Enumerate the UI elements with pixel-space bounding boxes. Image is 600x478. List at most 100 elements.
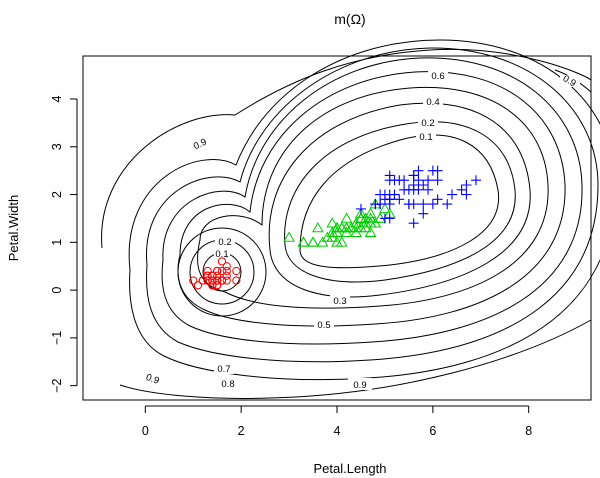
- x-axis-label: Petal.Length: [313, 461, 386, 476]
- contour-label: 0.6: [431, 71, 444, 82]
- point-plus: [423, 184, 434, 195]
- y-tick-label: 3: [50, 143, 64, 150]
- point-plus: [423, 175, 434, 186]
- contour-small-03: [177, 227, 267, 317]
- point-triangle: [340, 212, 353, 223]
- contour-label: 0.5: [317, 320, 330, 331]
- point-circle: [222, 262, 231, 271]
- contour-label: 0.3: [333, 296, 346, 307]
- x-tick-label: 2: [238, 424, 245, 438]
- point-plus: [399, 175, 410, 186]
- y-tick-label: −1: [50, 331, 64, 345]
- point-plus: [432, 165, 443, 176]
- point-plus: [432, 175, 443, 186]
- point-triangle: [297, 236, 310, 247]
- point-plus: [384, 199, 395, 210]
- y-tick-label: 2: [50, 191, 64, 198]
- point-circle: [213, 281, 222, 290]
- point-circle: [208, 276, 217, 285]
- y-tick-label: 0: [50, 287, 64, 294]
- contour-combined-03: [197, 86, 549, 309]
- point-circle: [222, 276, 231, 285]
- point-circle: [203, 271, 212, 280]
- point-circle: [189, 276, 198, 285]
- point-triangle: [379, 202, 391, 214]
- x-tick-label: 8: [525, 424, 532, 438]
- point-plus: [442, 199, 453, 210]
- point-circle: [232, 266, 241, 276]
- y-axis: −2 −1 0 1 2 3 4: [50, 95, 78, 393]
- point-plus: [408, 170, 419, 181]
- contour-combined-06: [146, 47, 599, 363]
- point-circle: [217, 276, 227, 285]
- point-triangle: [307, 236, 319, 247]
- point-plus: [384, 213, 395, 224]
- point-plus: [470, 175, 481, 186]
- point-plus: [427, 199, 438, 210]
- point-circle: [213, 271, 222, 280]
- y-tick-label: 4: [50, 95, 64, 102]
- point-circle: [203, 276, 212, 285]
- point-plus: [432, 194, 443, 205]
- point-circle: [203, 266, 212, 276]
- y-axis-label: Petal.Width: [6, 195, 21, 261]
- contour-right-02: [284, 121, 516, 283]
- contour-combined-07: [128, 39, 600, 381]
- point-triangle: [335, 221, 348, 233]
- point-plus: [413, 165, 424, 176]
- point-circle: [193, 281, 203, 290]
- contour-labels: 0.6 0.4 0.2 0.1 0.9 0.9 0.2 0.1 0.3 0.5 …: [143, 69, 580, 391]
- x-tick-label: 4: [334, 424, 341, 438]
- contour-label: 0.2: [218, 237, 231, 248]
- plot-frame: [82, 55, 592, 401]
- contour-combined-04: [177, 71, 566, 327]
- contour-label: 0.1: [215, 249, 228, 260]
- point-circle: [198, 276, 207, 285]
- point-plus: [403, 199, 414, 210]
- x-axis: 0 2 4 6 8: [142, 405, 532, 438]
- x-tick-label: 0: [142, 424, 149, 438]
- point-triangle: [311, 221, 324, 233]
- point-triangle: [355, 207, 367, 218]
- point-circle: [222, 271, 231, 280]
- contour-label: 0.7: [217, 364, 230, 375]
- point-plus: [394, 194, 405, 205]
- point-triangle: [335, 236, 348, 247]
- contour-combined-05: [161, 57, 583, 345]
- data-points: [189, 165, 481, 290]
- point-circle: [213, 266, 222, 276]
- point-circle: [213, 276, 222, 285]
- contour-right-01: [299, 134, 500, 269]
- point-circle: [217, 257, 227, 266]
- point-plus: [418, 208, 429, 219]
- point-plus: [456, 184, 467, 195]
- point-triangle: [374, 212, 386, 223]
- contour-label: 0.9: [144, 372, 160, 387]
- point-plus: [461, 180, 472, 190]
- point-plus: [355, 203, 366, 214]
- point-triangle: [283, 231, 295, 242]
- point-plus: [399, 184, 410, 195]
- point-plus: [418, 199, 429, 210]
- point-plus: [375, 189, 386, 200]
- x-tick-label: 6: [429, 424, 436, 438]
- contour-outer-09: [101, 48, 592, 249]
- point-circle: [208, 271, 217, 280]
- point-circle: [232, 276, 241, 285]
- contour-lines: [101, 39, 600, 399]
- point-plus: [408, 180, 419, 190]
- y-tick-label: 1: [50, 239, 64, 246]
- chart-title: m(Ω): [334, 11, 365, 27]
- point-plus: [389, 189, 400, 200]
- y-tick-label: −2: [50, 378, 64, 392]
- contour-outer-09b: [119, 319, 592, 399]
- point-triangle: [364, 212, 377, 223]
- point-circle: [222, 266, 231, 276]
- contour-label: 0.1: [419, 132, 432, 143]
- point-triangle: [359, 217, 372, 228]
- point-plus: [370, 199, 381, 210]
- contour-label: 0.9: [353, 380, 366, 391]
- point-plus: [389, 175, 400, 186]
- point-plus: [418, 180, 429, 190]
